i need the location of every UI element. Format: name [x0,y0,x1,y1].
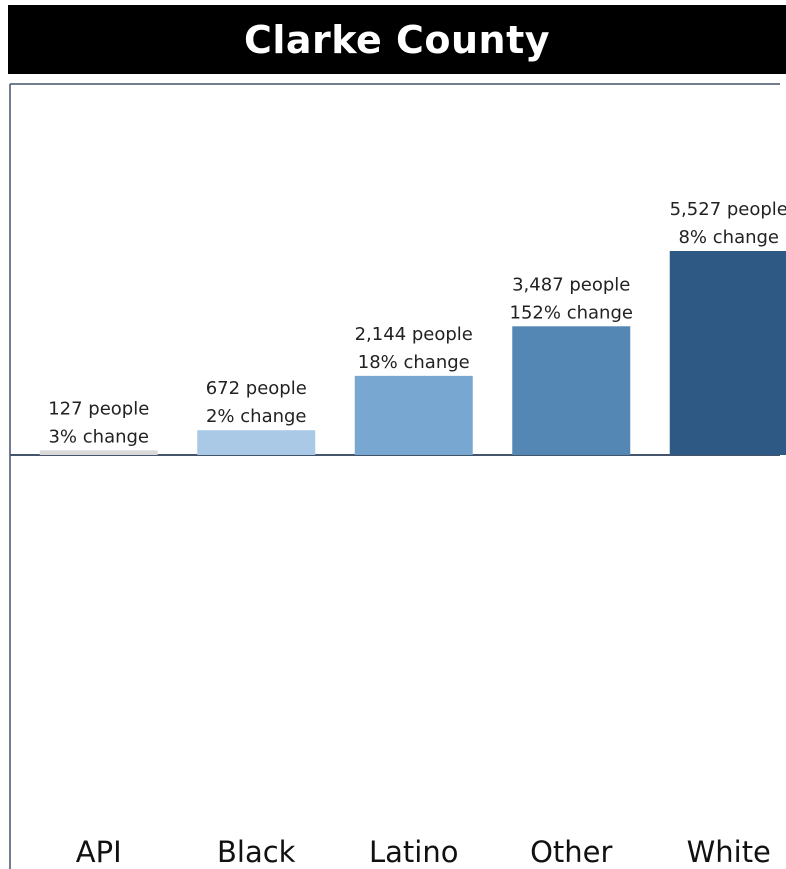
value-label-api: 127 people [48,398,149,419]
bar-other [512,326,631,455]
change-label-latino: 18% change [358,352,470,373]
x-tick-latino: Latino [369,835,458,869]
bar-white [669,251,786,455]
x-tick-other: Other [530,835,612,869]
change-label-other: 152% change [510,302,633,323]
chart-title: Clarke County [243,17,551,62]
x-tick-api: API [76,835,122,869]
title-bar: Clarke County [8,5,786,74]
x-axis-ticks: API Black Latino Other White [76,835,771,869]
change-label-black: 2% change [206,406,307,427]
bars-group [39,251,786,455]
labels-group: 127 people 3% change 672 people 2% change 2,… [48,199,786,447]
bar-black [197,430,316,455]
change-label-api: 3% change [48,426,149,447]
value-label-white: 5,527 people [670,199,786,220]
value-label-other: 3,487 people [512,274,630,295]
x-tick-black: Black [217,835,296,869]
x-tick-white: White [687,835,771,869]
bar-api [39,450,158,455]
change-label-white: 8% change [678,227,779,248]
bar-latino [354,375,473,455]
value-label-black: 672 people [206,378,307,399]
value-label-latino: 2,144 people [355,324,473,345]
